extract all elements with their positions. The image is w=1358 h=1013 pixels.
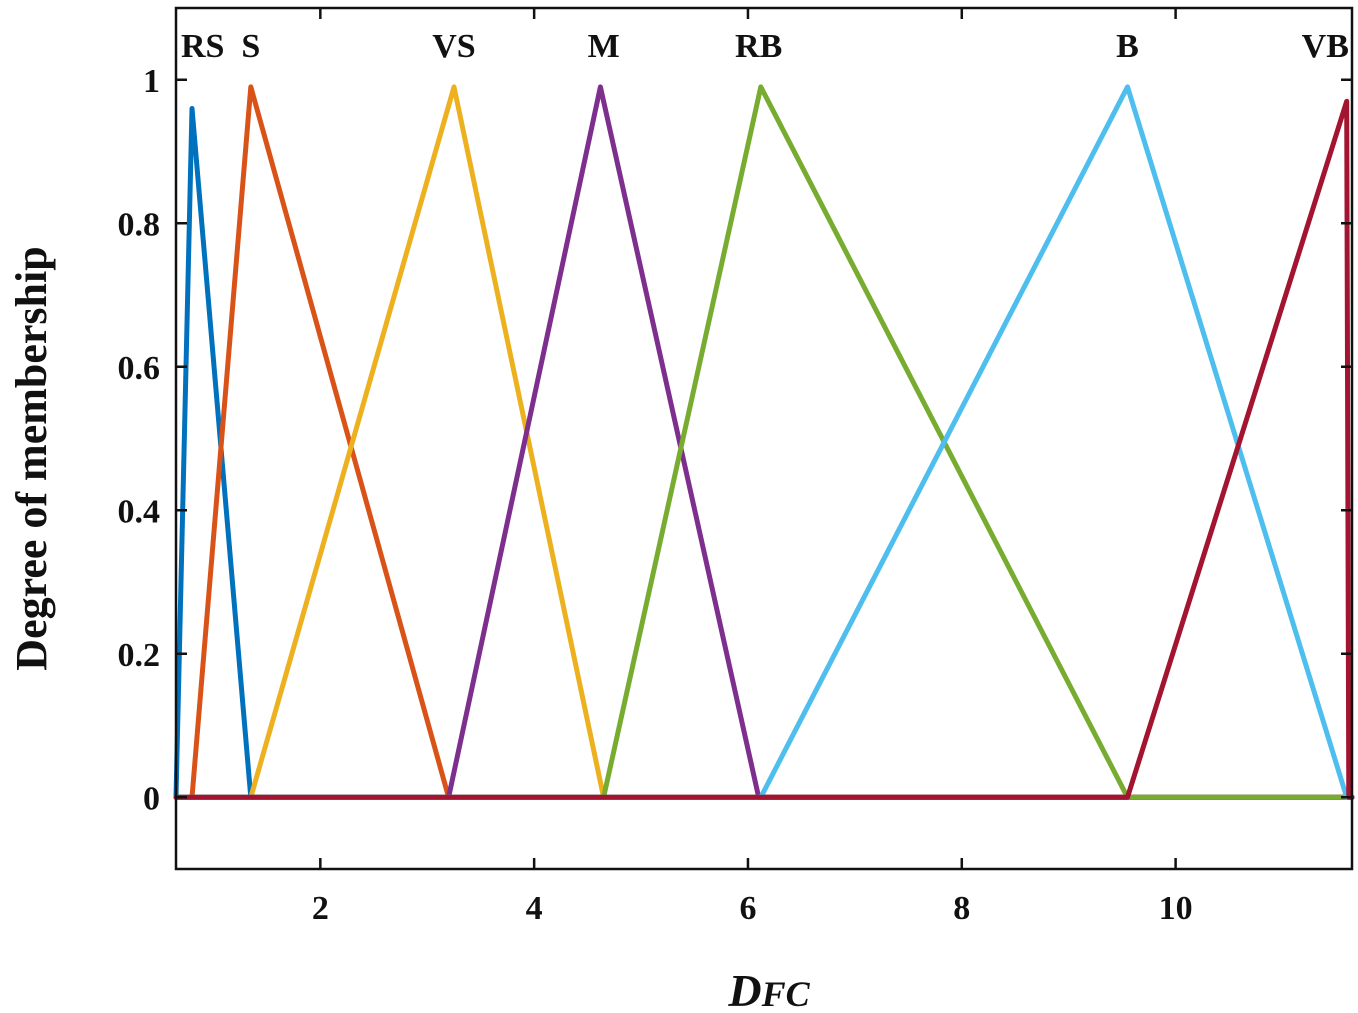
y-tick-label: 0.4 <box>118 493 161 530</box>
x-tick-label: 4 <box>526 890 543 927</box>
x-axis-title: DFC <box>727 965 810 1013</box>
mf-label-rs: RS <box>181 28 224 65</box>
y-tick-label: 0.2 <box>118 637 161 674</box>
y-axis-title: Degree of membership <box>7 246 56 670</box>
x-axis-title-subscript: FC <box>761 974 811 1013</box>
y-tick-label: 0.6 <box>118 350 161 387</box>
mf-label-vs: VS <box>432 28 475 65</box>
y-tick-label: 1 <box>143 63 160 100</box>
x-axis-title-main: D <box>727 965 761 1013</box>
mf-label-b: B <box>1116 28 1139 65</box>
series-group <box>173 84 1355 800</box>
axes-frame <box>174 6 1354 871</box>
series-line-vs <box>173 84 1355 800</box>
mf-label-vb: VB <box>1302 28 1349 65</box>
x-tick-label: 6 <box>739 890 756 927</box>
y-tick-label: 0 <box>143 780 160 817</box>
y-tick-label: 0.8 <box>118 206 161 243</box>
x-tick-label: 8 <box>953 890 970 927</box>
mf-label-m: M <box>588 28 620 65</box>
mf-label-group: RS S VS M RB B VB <box>181 28 1349 65</box>
x-tick-label: 10 <box>1159 890 1193 927</box>
x-tick-label: 2 <box>312 890 329 927</box>
mf-label-rb: RB <box>735 28 782 65</box>
tick-group: 2 4 6 8 10 0 0.2 0.4 0.6 0.8 1 <box>118 8 1352 927</box>
mf-label-s: S <box>241 28 260 65</box>
